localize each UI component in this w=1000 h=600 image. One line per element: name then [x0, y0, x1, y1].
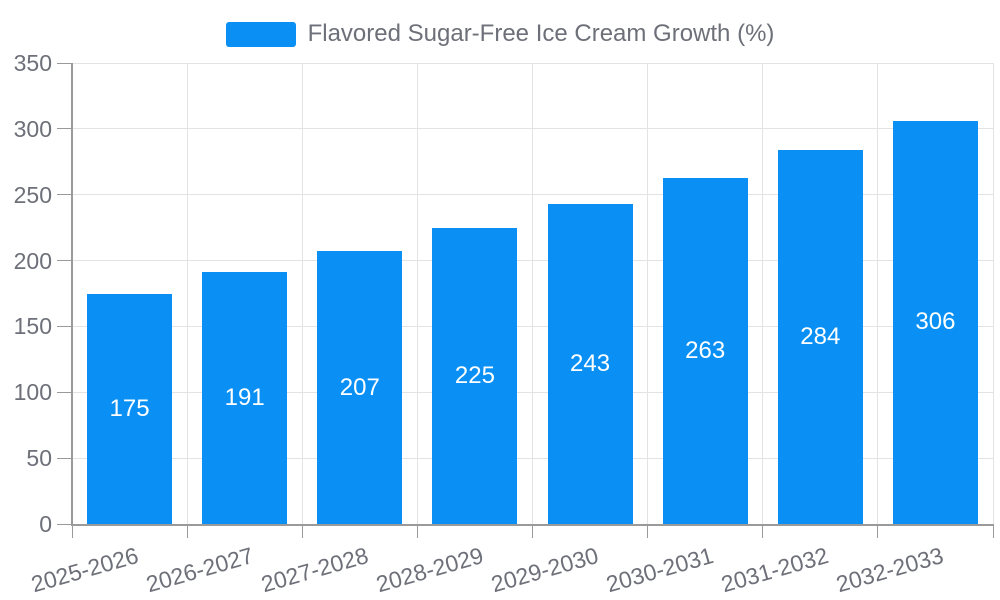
y-tick-label: 350: [13, 50, 52, 76]
x-category-label: 2026-2027: [142, 542, 256, 598]
v-gridline: [532, 63, 533, 524]
x-category-label: 2029-2030: [488, 542, 602, 598]
y-axis-tick: [57, 325, 72, 327]
x-axis-tick: [532, 524, 533, 538]
x-axis-tick: [186, 524, 188, 538]
bar-value-label: 263: [685, 336, 726, 364]
x-axis-tick: [416, 524, 418, 538]
bar-value-label: 284: [800, 322, 841, 350]
x-axis-tick: [992, 524, 994, 538]
v-gridline: [416, 63, 418, 524]
y-axis-line: [71, 63, 73, 524]
y-tick-label: 150: [13, 313, 52, 340]
y-axis-tick: [57, 457, 72, 459]
bar[interactable]: 175: [87, 293, 173, 524]
h-gridline: [72, 128, 993, 130]
legend-label[interactable]: Flavored Sugar-Free Ice Cream Growth (%): [307, 20, 775, 47]
bar-value-label: 243: [570, 349, 611, 377]
x-category-label: 2028-2029: [373, 542, 487, 598]
bar-value-label: 175: [109, 394, 150, 422]
legend-item[interactable]: Flavored Sugar-Free Ice Cream Growth (%): [0, 20, 1000, 48]
y-axis-tick: [57, 260, 72, 262]
bar-value-label: 225: [454, 361, 495, 389]
bar[interactable]: 284: [777, 149, 863, 524]
y-tick-label: 300: [13, 115, 52, 142]
bar[interactable]: 225: [432, 227, 518, 524]
x-category-label: 2032-2033: [833, 542, 947, 598]
bar[interactable]: 263: [662, 177, 748, 524]
x-category-label: 2027-2028: [258, 542, 371, 598]
v-gridline: [877, 63, 879, 524]
y-tick-label: 250: [13, 181, 52, 208]
y-axis-tick: [57, 194, 72, 196]
legend-swatch[interactable]: [225, 21, 296, 47]
y-tick-label: 100: [13, 379, 52, 406]
y-tick-label: 0: [39, 511, 52, 537]
y-axis-tick: [57, 62, 72, 64]
v-gridline: [647, 63, 649, 524]
x-category-label: 2031-2032: [718, 542, 832, 598]
bar[interactable]: 191: [202, 272, 288, 524]
v-gridline: [992, 63, 994, 524]
h-gridline: [72, 62, 993, 64]
x-axis-tick: [647, 524, 649, 538]
bar[interactable]: 306: [892, 120, 978, 524]
x-axis-tick: [877, 524, 879, 538]
v-gridline: [186, 63, 188, 524]
bar-value-label: 306: [915, 308, 956, 336]
y-axis-tick: [57, 523, 72, 525]
v-gridline: [762, 63, 764, 524]
y-tick-label: 200: [13, 247, 52, 274]
bar[interactable]: 207: [317, 251, 403, 524]
x-category-label: 2025-2026: [27, 542, 141, 598]
y-axis-tick: [57, 128, 72, 130]
x-category-label: 2030-2031: [603, 542, 717, 598]
x-axis-tick: [301, 524, 303, 538]
bar-value-label: 191: [224, 384, 265, 412]
v-gridline: [301, 63, 303, 524]
y-tick-label: 50: [26, 445, 52, 472]
y-axis-tick: [57, 391, 72, 393]
x-axis-tick: [762, 524, 764, 538]
x-axis-line: [71, 524, 993, 526]
x-axis-tick: [71, 524, 73, 538]
bar-value-label: 207: [339, 373, 380, 401]
bar[interactable]: 243: [547, 203, 633, 524]
